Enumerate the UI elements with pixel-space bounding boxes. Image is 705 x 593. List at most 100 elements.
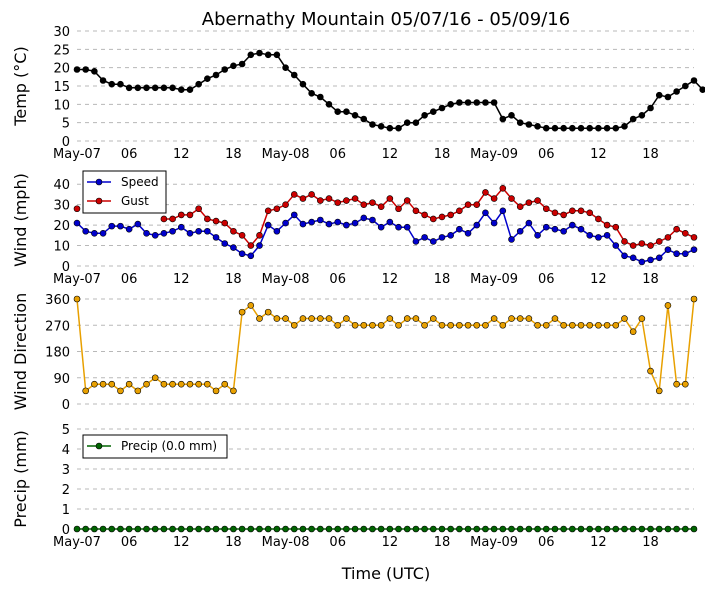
wind-data-point xyxy=(690,246,698,253)
wind-data-point xyxy=(690,234,698,241)
temp-data-point xyxy=(299,80,307,88)
direction-data-point xyxy=(160,380,168,388)
wind-data-point xyxy=(508,195,515,202)
direction-data-point xyxy=(447,321,454,329)
precip-data-point xyxy=(395,525,402,533)
wind-data-point xyxy=(395,223,402,231)
temp-data-point xyxy=(125,84,133,92)
precip-data-point xyxy=(560,525,567,533)
precip-data-point xyxy=(603,525,611,533)
temp-xtick-label: 06 xyxy=(329,147,346,162)
precip-series-precip xyxy=(73,525,698,533)
temp-data-point xyxy=(369,121,376,128)
temp-data-point xyxy=(429,108,437,115)
direction-data-point xyxy=(134,387,142,395)
direction-data-point xyxy=(125,380,133,388)
precip-data-point xyxy=(369,525,376,533)
precip-data-point xyxy=(508,525,515,533)
wind-data-point xyxy=(108,222,116,230)
wind-data-point xyxy=(638,240,646,247)
precip-xtick-label: 18 xyxy=(642,535,659,550)
precip-data-point xyxy=(204,525,211,533)
wind-data-point xyxy=(482,209,489,217)
temp-data-point xyxy=(334,108,342,115)
direction-data-point xyxy=(456,321,463,329)
precip-xtick-label: May-09 xyxy=(470,535,518,550)
wind-data-point xyxy=(629,254,637,262)
wind-data-point xyxy=(360,214,368,222)
direction-data-point xyxy=(73,295,81,303)
wind-data-point xyxy=(664,246,672,253)
precip-xtick-label: 12 xyxy=(382,535,399,550)
direction-data-point xyxy=(473,321,481,329)
temp-data-point xyxy=(151,84,159,92)
direction-data-point xyxy=(551,315,559,322)
direction-data-point xyxy=(690,295,698,303)
wind-xtick-label: 12 xyxy=(590,272,607,287)
wind-data-point xyxy=(169,227,176,235)
direction-data-point xyxy=(682,380,689,388)
precip-ytick-label: 4 xyxy=(62,443,70,458)
wind-data-point xyxy=(247,242,255,249)
direction-data-point xyxy=(499,321,507,329)
wind-data-point xyxy=(490,219,498,227)
wind-data-point xyxy=(212,217,220,225)
wind-legend-label: Speed xyxy=(121,175,159,189)
direction-data-point xyxy=(612,321,620,329)
precip-data-point xyxy=(586,525,594,533)
wind-data-point xyxy=(230,244,237,251)
wind-data-point xyxy=(73,219,81,227)
direction-data-point xyxy=(334,321,342,329)
direction-data-point xyxy=(412,315,420,322)
temp-xtick-label: May-07 xyxy=(53,147,101,162)
temp-data-point xyxy=(673,88,680,95)
wind-data-point xyxy=(429,238,437,245)
wind-data-point xyxy=(482,189,489,196)
direction-data-point xyxy=(151,374,159,382)
wind-data-point xyxy=(534,197,541,204)
wind-xtick-label: 12 xyxy=(382,272,399,287)
wind-data-point xyxy=(317,197,324,204)
temp-xtick-label: 18 xyxy=(642,147,659,162)
precip-data-point xyxy=(682,525,689,533)
precip-data-point xyxy=(438,525,446,533)
direction-data-point xyxy=(595,321,602,329)
precip-data-point xyxy=(299,525,307,533)
wind-data-point xyxy=(673,250,680,258)
temp-xtick-label: May-09 xyxy=(470,147,518,162)
precip-data-point xyxy=(412,525,420,533)
precip-data-point xyxy=(429,525,437,533)
precip-data-point xyxy=(273,525,281,533)
wind-ytick-label: 20 xyxy=(53,219,70,234)
temp-data-point xyxy=(143,84,150,92)
wind-data-point xyxy=(664,234,672,241)
wind-data-point xyxy=(525,219,533,227)
direction-data-point xyxy=(308,315,315,322)
precip-data-point xyxy=(595,525,602,533)
temp-data-point xyxy=(238,60,246,68)
precip-ytick-label: 5 xyxy=(62,423,70,438)
wind-data-point xyxy=(534,232,541,239)
direction-data-point xyxy=(525,315,533,322)
x-axis-label: Time (UTC) xyxy=(341,564,430,583)
temp-data-point xyxy=(525,121,533,128)
wind-data-point xyxy=(560,227,567,235)
wind-data-point xyxy=(612,242,620,249)
temp-data-point xyxy=(473,99,481,106)
precip-data-point xyxy=(186,525,194,533)
wind-data-point xyxy=(638,258,646,266)
wind-data-point xyxy=(542,205,550,213)
direction-series-line xyxy=(76,298,695,394)
direction-ytick-label: 360 xyxy=(45,293,70,308)
wind-data-point xyxy=(682,229,689,237)
wind-data-point xyxy=(195,227,202,235)
direction-data-point xyxy=(603,321,611,329)
wind-data-point xyxy=(204,215,211,223)
direction-data-point xyxy=(429,315,437,322)
precip-data-point xyxy=(343,525,350,533)
direction-data-point xyxy=(204,380,211,388)
temp-data-point xyxy=(351,112,359,119)
direction-data-point xyxy=(143,380,150,388)
precip-data-point xyxy=(621,525,628,533)
